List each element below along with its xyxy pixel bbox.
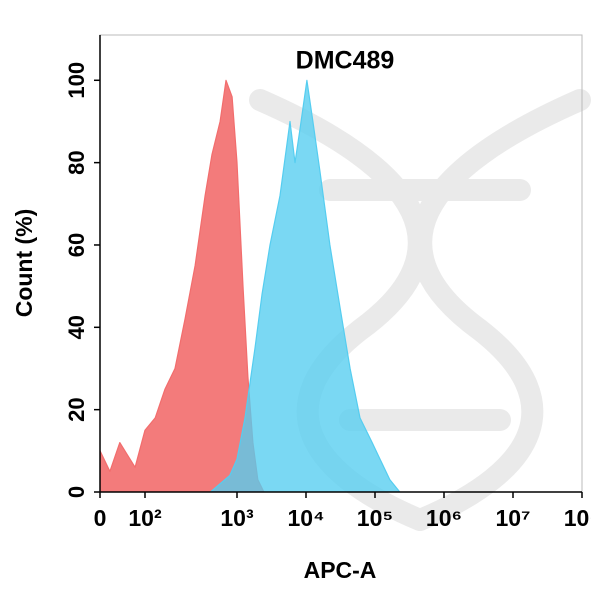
x-tick-label: 10⁴ <box>288 505 325 531</box>
x-tick-label: 0 <box>94 505 107 531</box>
x-tick-label: 10⁵ <box>357 505 393 531</box>
y-tick-label: 60 <box>64 233 89 257</box>
x-tick-label: 10³ <box>220 505 254 531</box>
watermark-strand <box>409 89 591 531</box>
x-axis-label: APC-A <box>304 557 377 583</box>
y-tick-label: 20 <box>64 397 89 421</box>
y-tick-label: 80 <box>64 150 89 174</box>
chart-title: DMC489 <box>296 47 395 75</box>
y-tick-label: 0 <box>64 486 89 498</box>
y-tick-label: 40 <box>64 315 89 339</box>
plot-area <box>99 79 401 493</box>
area-outline <box>99 79 265 493</box>
y-axis-label: Count (%) <box>11 209 37 318</box>
area-outline <box>210 79 401 493</box>
area-fill <box>210 80 400 493</box>
y-tick-label: 100 <box>64 62 89 99</box>
area-fill <box>100 80 264 493</box>
x-tick-label: 10⁸ <box>564 505 591 531</box>
x-tick-label: 10⁷ <box>495 505 530 531</box>
x-tick-label: 10⁶ <box>426 505 462 531</box>
x-tick-label: 10² <box>128 505 162 531</box>
